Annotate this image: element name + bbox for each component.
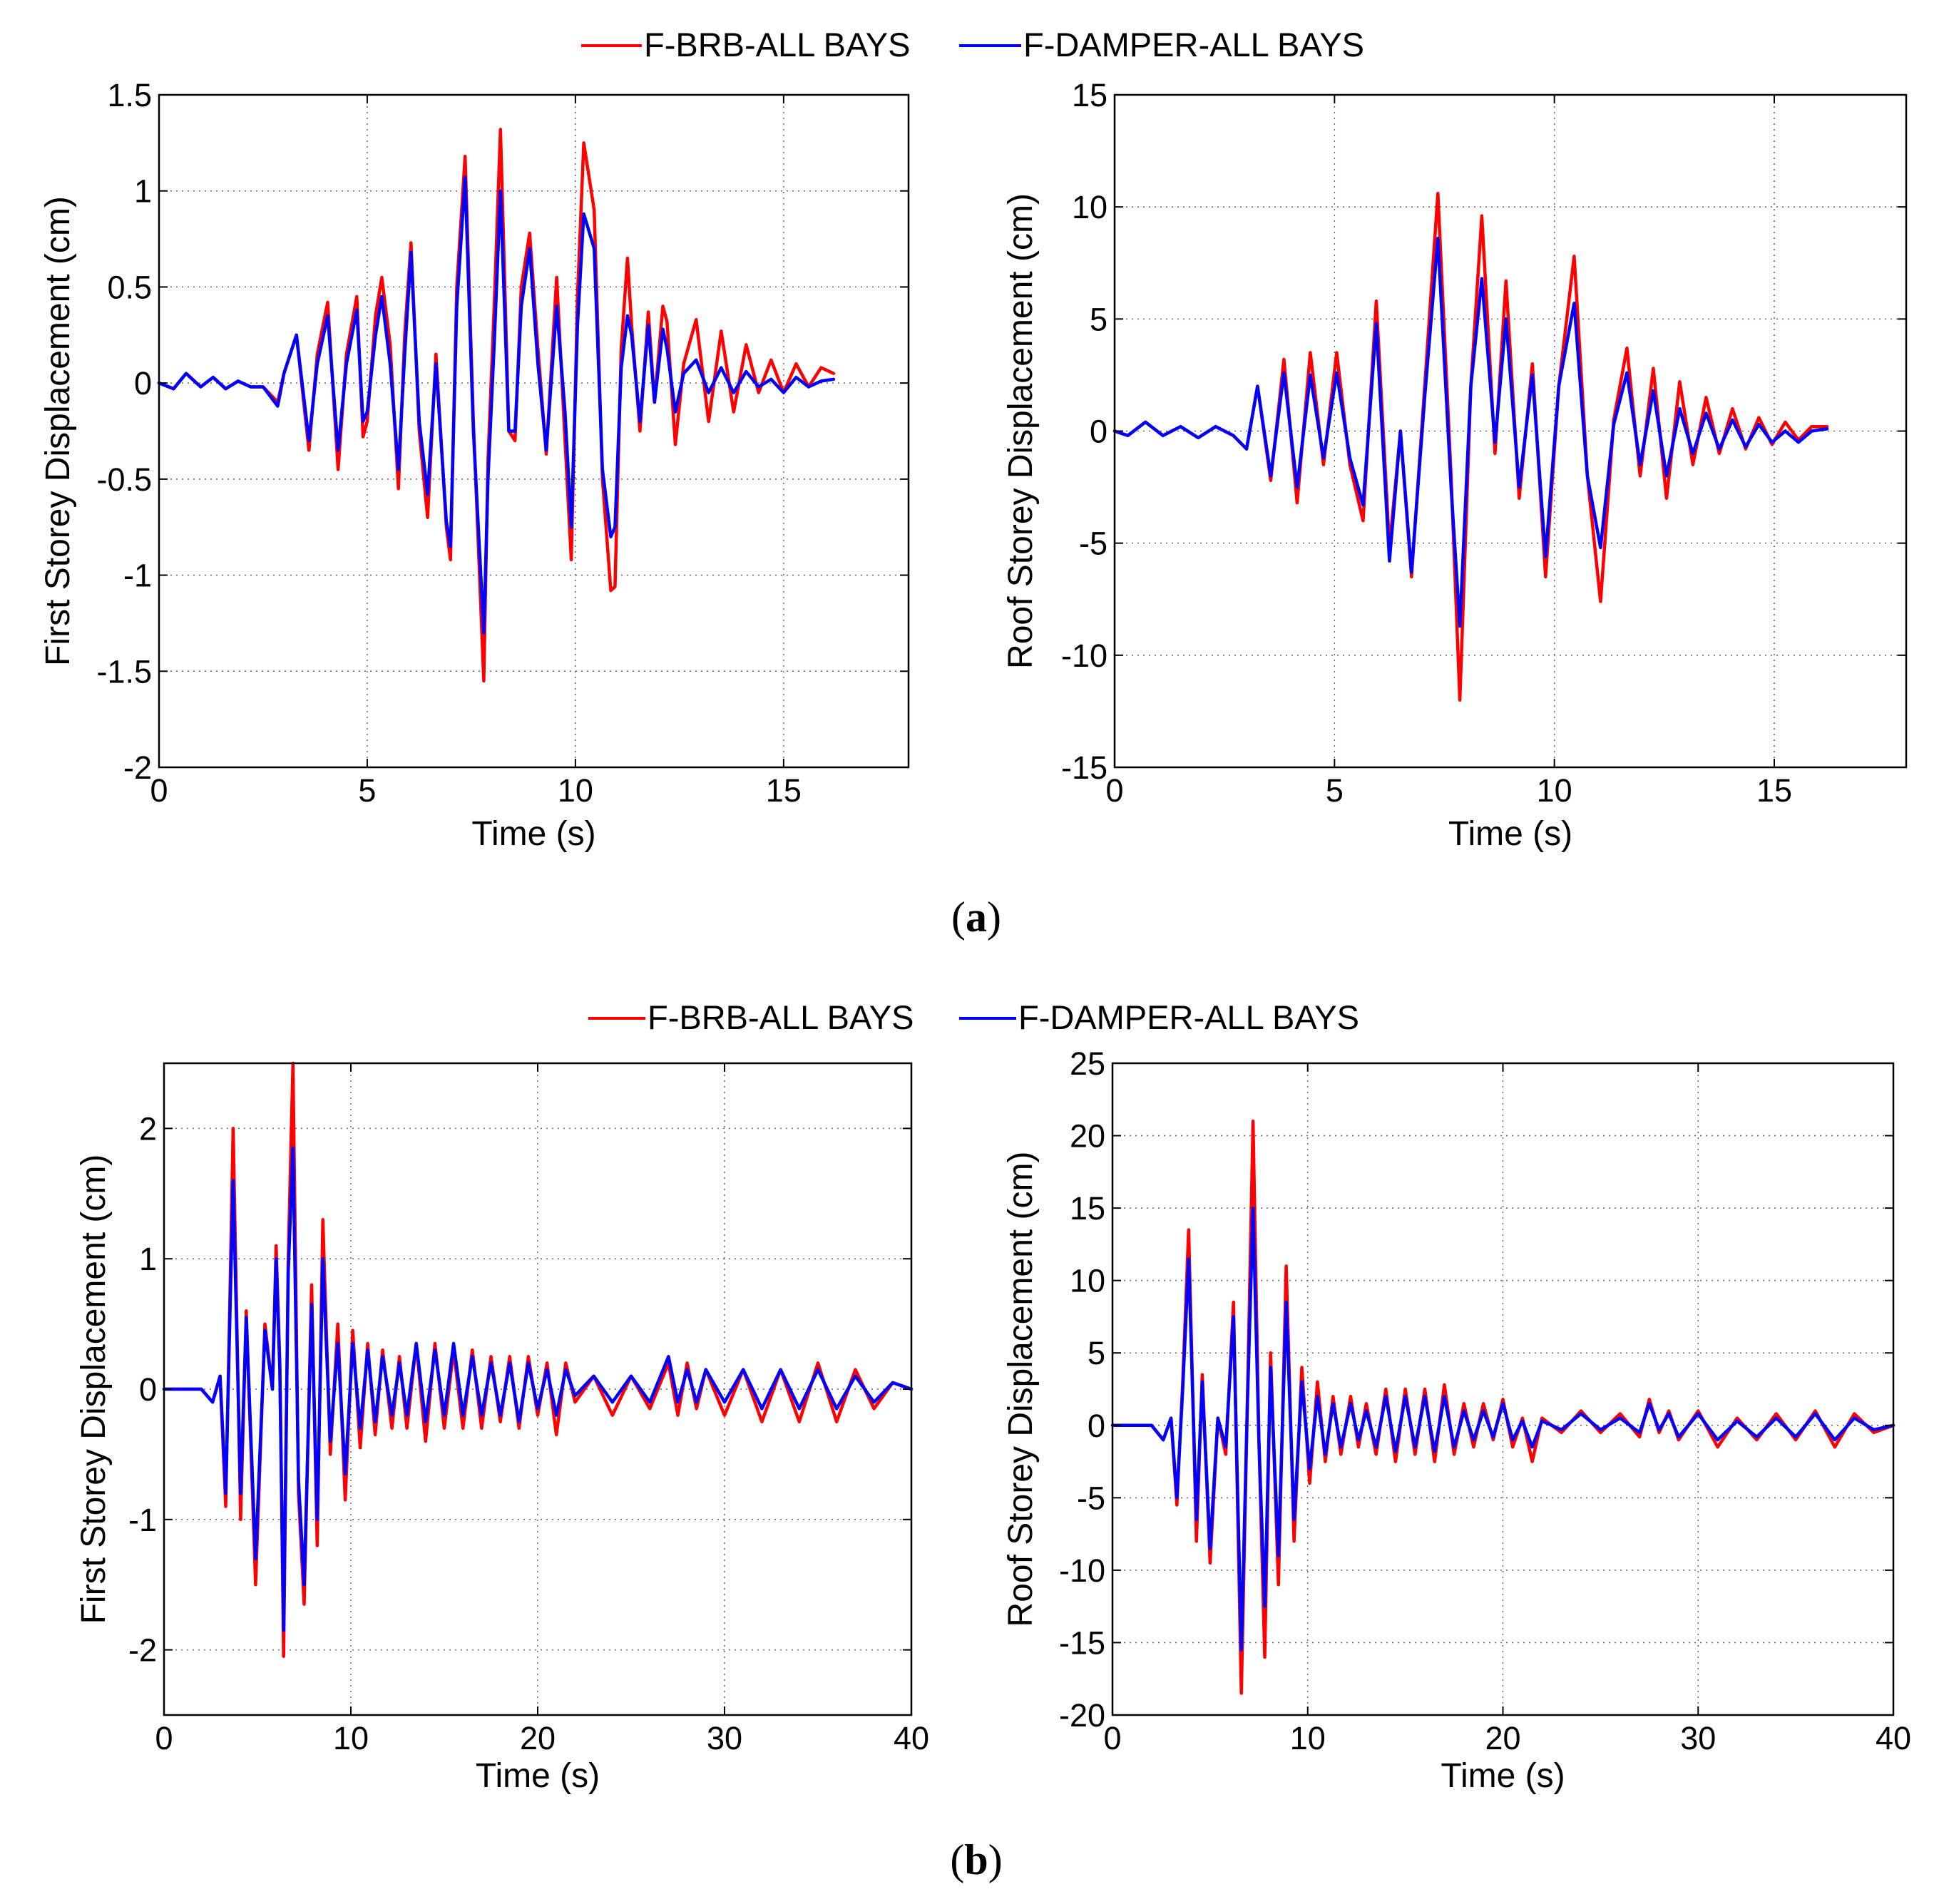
y-tick-label: -15 — [1061, 749, 1107, 786]
y-tick-label: 15 — [1072, 77, 1107, 113]
x-tick-label: 10 — [333, 1720, 369, 1756]
y-tick-label: 0 — [1088, 1408, 1105, 1444]
axes-frame — [158, 93, 910, 769]
caption-b: (b) — [950, 1836, 1002, 1883]
y-tick-label: 1.5 — [107, 77, 152, 113]
y-tick-label: -5 — [1077, 1480, 1105, 1516]
series-line-damper — [1110, 1206, 1895, 1652]
y-tick-label: -15 — [1059, 1624, 1105, 1661]
x-tick-label: 20 — [520, 1720, 556, 1756]
x-axis-label: Time (s) — [1448, 815, 1572, 853]
y-tick-label: 5 — [1088, 1335, 1105, 1371]
x-tick-label: 30 — [1680, 1720, 1716, 1756]
y-tick-label: -2 — [123, 749, 152, 786]
y-tick-label: -0.5 — [96, 461, 152, 498]
x-tick-label: 0 — [155, 1720, 173, 1756]
caption-b-letter: b — [964, 1836, 988, 1883]
x-axis-label: Time (s) — [1441, 1757, 1565, 1795]
x-tick-label: 15 — [766, 772, 802, 809]
x-tick-label: 0 — [1105, 772, 1123, 809]
x-axis-label: Time (s) — [476, 1757, 600, 1795]
y-tick-label: 5 — [1090, 301, 1107, 337]
plot-a-first-storey: 0 5 10 15 -2 -1.5 -1 -0.5 0 0.5 1 1.5 Time (s) First … — [39, 77, 910, 853]
y-tick-label: 0 — [1090, 414, 1107, 450]
legend-a: F-BRB-ALL BAYS F-DAMPER-ALL BAYS — [581, 26, 1364, 63]
y-tick-label: 1 — [139, 1241, 157, 1277]
y-tick-label: -10 — [1059, 1552, 1105, 1589]
caption-a-letter: a — [966, 894, 987, 941]
x-tick-label: 10 — [1537, 772, 1572, 809]
plot-area — [159, 95, 909, 767]
series-line-damper — [1112, 236, 1829, 628]
x-axis-label: Time (s) — [471, 815, 595, 853]
legend-b-damper-label: F-DAMPER-ALL BAYS — [1018, 998, 1359, 1036]
x-tick-label: 5 — [1326, 772, 1344, 809]
x-tick-label: 40 — [894, 1720, 929, 1756]
y-tick-label: -1.5 — [96, 653, 152, 690]
y-tick-label: 25 — [1070, 1045, 1105, 1082]
plot-b-first-storey: 0 10 20 30 40 -2 -1 0 1 2 Time (s) First Storey Dis… — [75, 1061, 929, 1795]
y-tick-label: -2 — [128, 1632, 157, 1669]
x-tick-label: 10 — [558, 772, 593, 809]
x-tick-label: 10 — [1290, 1720, 1326, 1756]
plot-b-roof-storey: 0 10 20 30 40 -20 -15 -10 -5 0 5 10 15 20 25 Time (s) Ro… — [1002, 1045, 1911, 1795]
y-tick-label: 0 — [134, 365, 152, 401]
x-tick-label: 0 — [1103, 1720, 1121, 1756]
x-tick-label: 5 — [358, 772, 376, 809]
legend-a-damper-label: F-DAMPER-ALL BAYS — [1023, 26, 1364, 63]
y-axis-label: First Storey Displacement (cm) — [75, 1155, 113, 1624]
x-tick-label: 30 — [707, 1720, 742, 1756]
y-tick-label: 10 — [1072, 189, 1107, 225]
x-tick-label: 20 — [1485, 1720, 1520, 1756]
series-line-damper — [162, 1146, 914, 1632]
series-line-damper — [157, 175, 836, 635]
plot-a-roof-storey: 0 5 10 15 -15 -10 -5 0 5 10 15 Time (s) Roof Storey … — [1002, 77, 1908, 853]
legend-b: F-BRB-ALL BAYS F-DAMPER-ALL BAYS — [588, 998, 1359, 1036]
y-axis-label: Roof Storey Displacement (cm) — [1002, 1152, 1040, 1627]
y-tick-label: 2 — [139, 1110, 157, 1147]
y-tick-label: -1 — [128, 1502, 157, 1538]
y-tick-label: -5 — [1079, 526, 1107, 562]
x-tick-label: 15 — [1756, 772, 1792, 809]
legend-a-brb-label: F-BRB-ALL BAYS — [644, 26, 911, 63]
y-tick-label: 15 — [1070, 1190, 1105, 1227]
x-tick-label: 0 — [150, 772, 168, 809]
y-axis-label: Roof Storey Displacement (cm) — [1002, 193, 1040, 669]
y-tick-label: -1 — [123, 558, 152, 594]
x-tick-label: 40 — [1876, 1720, 1911, 1756]
y-axis-label: First Storey Displacement (cm) — [39, 196, 77, 666]
y-tick-label: 20 — [1070, 1118, 1105, 1155]
caption-a: (a) — [951, 894, 1001, 941]
legend-b-brb-label: F-BRB-ALL BAYS — [648, 998, 914, 1036]
y-tick-label: 10 — [1070, 1263, 1105, 1299]
y-tick-label: 1 — [134, 173, 152, 210]
y-tick-label: 0.5 — [107, 269, 152, 305]
y-tick-label: -10 — [1061, 638, 1107, 674]
y-tick-label: 0 — [139, 1371, 157, 1408]
y-tick-label: -20 — [1059, 1697, 1105, 1734]
